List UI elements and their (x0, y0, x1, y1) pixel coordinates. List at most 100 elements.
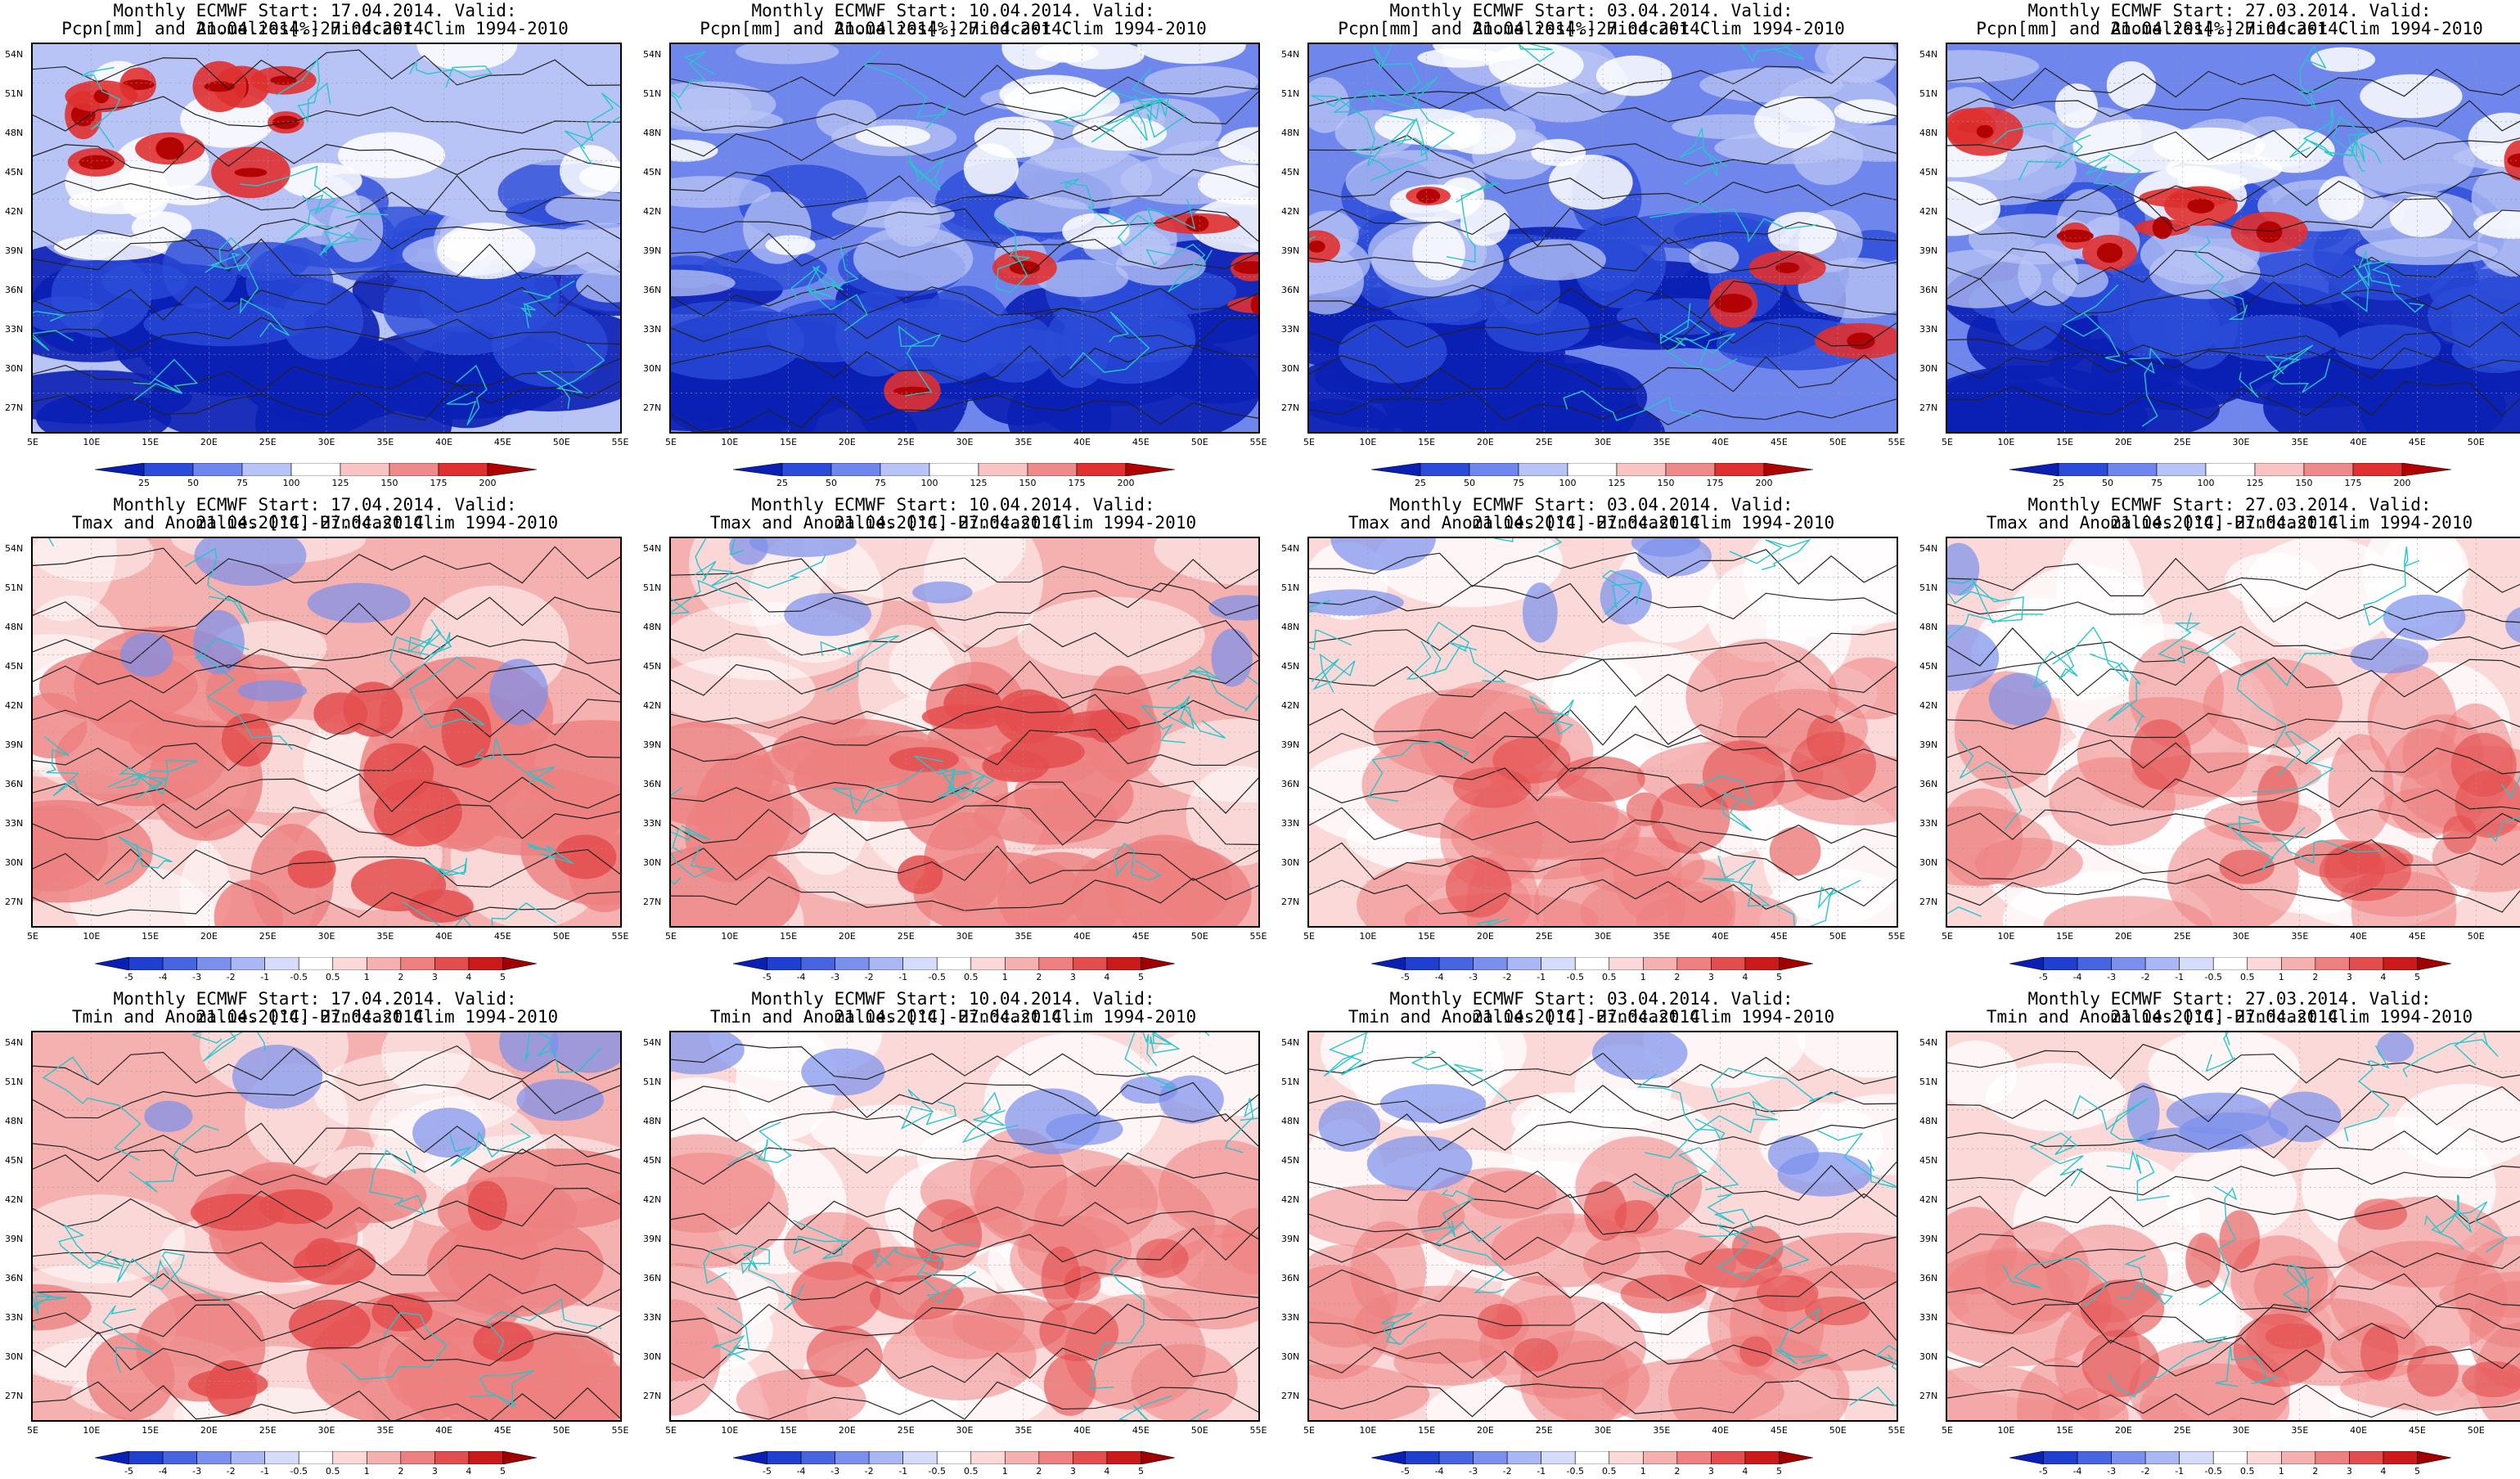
longitude-label: 30E (2232, 1425, 2250, 1436)
longitude-label: 15E (1418, 931, 1436, 942)
colorbar-segment (970, 957, 1006, 970)
forecast-panel: Monthly ECMWF Start: 10.04.2014. Valid: … (638, 988, 1268, 1479)
colorbar-tick-label: 125 (970, 478, 988, 488)
latitude-label: 54N (643, 1037, 662, 1048)
latitude-label: 33N (1281, 818, 1300, 829)
longitude-label: 50E (1190, 437, 1208, 447)
panel-subtitle: Pcpn[mm] and Anomalies[%] Hindcast Clim … (700, 19, 1207, 38)
colorbar-tick-label: -4 (2072, 1466, 2082, 1477)
colorbar-segment (1779, 957, 1813, 970)
longitude-label: 55E (611, 437, 629, 447)
latitude-label: 51N (5, 582, 24, 593)
map-plot (31, 1031, 622, 1422)
anomaly-field (33, 44, 620, 432)
latitude-label: 33N (1919, 324, 1938, 335)
latitude-label: 54N (5, 49, 24, 60)
panel-subtitle: Tmin and Anomalies [°C] Hindcast Clim 19… (71, 1007, 559, 1027)
colorbar-tick-label: -0.5 (290, 1466, 308, 1477)
latitude-label: 39N (5, 1234, 24, 1244)
colorbar-segment (1567, 463, 1618, 476)
longitude-label: 40E (1073, 931, 1091, 942)
colorbar-tick-label: 0.5 (2240, 972, 2255, 982)
colorbar-segment (781, 463, 832, 476)
longitude-label: 50E (2467, 931, 2485, 942)
colorbar-tick-label: 175 (430, 478, 448, 488)
latitude-label: 39N (5, 740, 24, 750)
latitude-label: 42N (1281, 1194, 1300, 1205)
longitude-label: 5E (27, 437, 38, 447)
latitude-label: 36N (5, 1273, 24, 1283)
longitude-label: 15E (1418, 1425, 1436, 1436)
latitude-label: 39N (1281, 245, 1300, 256)
colorbar-tick-label: 175 (2344, 478, 2362, 488)
colorbar-segment (468, 957, 503, 970)
colorbar-tick-label: 25 (1415, 478, 1426, 488)
colorbar-segment (162, 957, 197, 970)
colorbar-tick-label: 3 (1069, 1466, 1076, 1477)
graticule (1947, 44, 2520, 432)
longitude-label: 25E (259, 931, 277, 942)
latitude-label: 45N (5, 661, 24, 672)
colorbar-tick-label: 3 (1708, 972, 1714, 982)
colorbar-segment (1643, 1451, 1678, 1464)
anomaly-field (33, 1032, 620, 1420)
colorbar-tick-label: 75 (1513, 478, 1524, 488)
latitude-label: 42N (643, 206, 662, 217)
colorbar-tick-label: 25 (138, 478, 150, 488)
colorbar-segment (298, 957, 334, 970)
colorbar-segment (143, 463, 194, 476)
latitude-label: 54N (1919, 1037, 1938, 1048)
colorbar-segment (2111, 1451, 2146, 1464)
latitude-label: 48N (1919, 128, 1938, 138)
latitude-label: 27N (5, 897, 24, 907)
coastlines (1309, 44, 1818, 421)
colorbar-segment (1518, 463, 1568, 476)
colorbar-segment (434, 957, 470, 970)
colorbar (95, 957, 537, 970)
colorbar-segment (2179, 1451, 2214, 1464)
longitude-label: 5E (27, 1425, 38, 1436)
colorbar-tick-label: -2 (2140, 972, 2150, 982)
colorbar-segment (95, 1451, 129, 1464)
latitude-label: 51N (643, 88, 662, 99)
colorbar-segment (830, 463, 881, 476)
longitude-label: 30E (1594, 931, 1612, 942)
colorbar-segment (902, 957, 938, 970)
latitude-label: 48N (1281, 128, 1300, 138)
colorbar-segment (929, 463, 979, 476)
colorbar-tick-label: -4 (1434, 972, 1444, 982)
colorbar-segment (733, 463, 783, 476)
colorbar-segment (902, 1451, 938, 1464)
colorbar-tick-label: -1 (1537, 972, 1546, 982)
longitude-label: 5E (1303, 437, 1315, 447)
latitude-label: 30N (1281, 1351, 1300, 1362)
colorbar-segment (1005, 1451, 1040, 1464)
colorbar (2009, 463, 2451, 476)
colorbar-segment (1027, 463, 1078, 476)
colorbar-segment (2281, 1451, 2316, 1464)
colorbar-tick-label: -0.5 (2204, 1466, 2222, 1477)
colorbar-segment (1473, 1451, 1508, 1464)
latitude-label: 36N (1919, 285, 1938, 295)
latitude-label: 51N (1919, 88, 1938, 99)
colorbar-tick-label: 125 (331, 478, 349, 488)
anomaly-shading (1947, 1032, 2520, 1420)
colorbar-segment (128, 1451, 164, 1464)
colorbar-segment (1371, 957, 1406, 970)
latitude-label: 39N (1281, 740, 1300, 750)
colorbar-tick-label: -1 (898, 1466, 908, 1477)
latitude-label: 48N (5, 622, 24, 632)
colorbar-segment (2111, 957, 2146, 970)
longitude-label: 20E (200, 931, 218, 942)
latitude-label: 39N (1281, 1234, 1300, 1244)
latitude-label: 42N (5, 206, 24, 217)
longitude-label: 35E (376, 1425, 394, 1436)
colorbar-segment (298, 1451, 334, 1464)
longitude-label: 55E (1249, 437, 1267, 447)
longitude-label: 30E (956, 931, 974, 942)
longitude-label: 30E (1594, 1425, 1612, 1436)
longitude-label: 25E (897, 931, 915, 942)
colorbar-tick-label: 5 (1775, 972, 1782, 982)
longitude-label: 10E (83, 437, 101, 447)
map-plot (1946, 537, 2520, 928)
